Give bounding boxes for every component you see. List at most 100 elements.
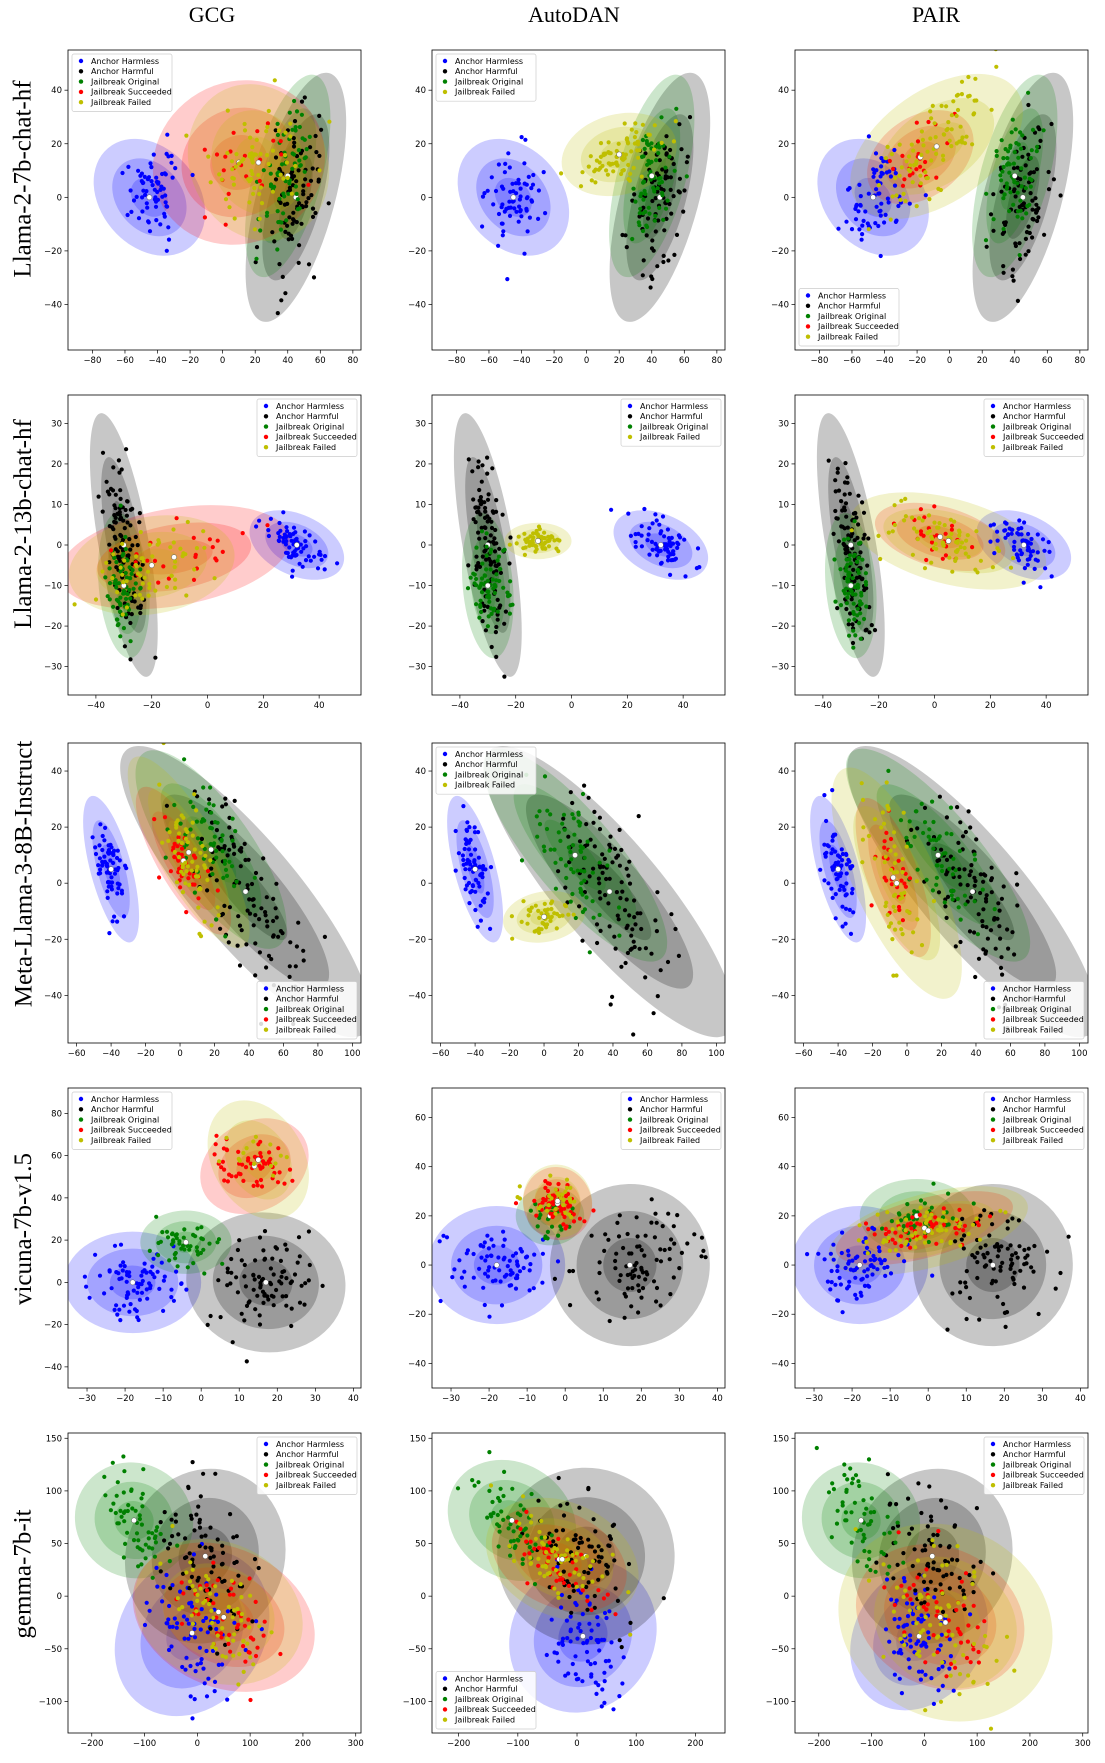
data-point — [477, 1267, 481, 1271]
data-point — [641, 198, 645, 202]
data-point — [671, 542, 675, 546]
data-point — [185, 830, 189, 834]
data-point — [966, 75, 970, 79]
data-point — [173, 578, 177, 582]
data-point — [520, 135, 524, 139]
data-point — [233, 216, 237, 220]
data-point — [650, 540, 654, 544]
data-point — [642, 258, 646, 262]
data-point — [521, 546, 525, 550]
data-point — [995, 149, 999, 153]
data-point — [195, 546, 199, 550]
data-point — [281, 275, 285, 279]
data-point — [518, 197, 522, 201]
centroid-anchor-harmful — [848, 542, 853, 547]
x-tick-label: 60 — [642, 1049, 653, 1059]
data-point — [169, 1288, 173, 1292]
data-point — [283, 153, 287, 157]
data-point — [950, 893, 954, 897]
data-point — [102, 838, 106, 842]
data-point — [966, 94, 970, 98]
data-point — [825, 843, 829, 847]
legend-marker — [264, 1007, 268, 1011]
data-point — [660, 191, 664, 195]
data-point — [190, 1716, 194, 1720]
data-point — [96, 863, 100, 867]
legend-label: Anchor Harmful — [1003, 412, 1066, 421]
data-point — [192, 567, 196, 571]
data-point — [98, 822, 102, 826]
data-point — [960, 138, 964, 142]
x-tick-label: −40 — [149, 356, 167, 366]
data-point — [839, 499, 843, 503]
data-point — [148, 229, 152, 233]
data-point — [659, 562, 663, 566]
data-point — [623, 1316, 627, 1320]
centroid-anchor-harmless — [1021, 542, 1026, 547]
data-point — [833, 478, 837, 482]
data-point — [880, 1227, 884, 1231]
data-point — [1014, 1251, 1018, 1255]
data-point — [879, 254, 883, 258]
data-point — [125, 1293, 129, 1297]
data-point — [216, 821, 220, 825]
data-point — [174, 1270, 178, 1274]
data-point — [845, 871, 849, 875]
data-point — [962, 1246, 966, 1250]
data-point — [860, 558, 864, 562]
data-point — [599, 929, 603, 933]
data-point — [827, 459, 831, 463]
data-point — [963, 1281, 967, 1285]
x-tick-label: −20 — [181, 356, 199, 366]
data-point — [289, 1281, 293, 1285]
data-point — [598, 160, 602, 164]
y-tick-label: 20 — [778, 460, 789, 470]
data-point — [591, 821, 595, 825]
data-point — [1014, 141, 1018, 145]
data-point — [166, 1617, 170, 1621]
data-point — [246, 883, 250, 887]
data-point — [115, 920, 119, 924]
data-point — [480, 590, 484, 594]
data-point — [994, 1279, 998, 1283]
y-tick-label: 10 — [51, 500, 62, 510]
data-point — [682, 538, 686, 542]
data-point — [467, 847, 471, 851]
data-point — [290, 575, 294, 579]
data-point — [528, 909, 532, 913]
y-tick-label: 0 — [784, 541, 789, 551]
data-point — [487, 1315, 491, 1319]
data-point — [599, 155, 603, 159]
data-point — [979, 1246, 983, 1250]
data-point — [489, 533, 493, 537]
data-point — [306, 196, 310, 200]
data-point — [301, 565, 305, 569]
data-point — [195, 865, 199, 869]
data-point — [125, 576, 129, 580]
data-point — [327, 201, 331, 205]
data-point — [1047, 170, 1051, 174]
data-point — [227, 860, 231, 864]
data-point — [297, 1235, 301, 1239]
centroid-anchor-harmless — [871, 195, 876, 200]
legend-label: Anchor Harmful — [276, 412, 339, 421]
data-point — [586, 840, 590, 844]
data-point — [493, 591, 497, 595]
data-point — [247, 858, 251, 862]
x-tick-label: 100 — [708, 1049, 724, 1059]
centroid-jailbreak-failed — [894, 881, 899, 886]
data-point — [625, 867, 629, 871]
data-point — [990, 1281, 994, 1285]
data-point — [151, 1576, 155, 1580]
data-point — [554, 1207, 558, 1211]
data-point — [831, 1243, 835, 1247]
data-point — [839, 1282, 843, 1286]
data-point — [292, 144, 296, 148]
data-point — [279, 228, 283, 232]
legend-marker — [79, 100, 83, 104]
data-point — [497, 212, 501, 216]
data-point — [165, 249, 169, 253]
data-point — [303, 539, 307, 543]
data-point — [639, 1266, 643, 1270]
